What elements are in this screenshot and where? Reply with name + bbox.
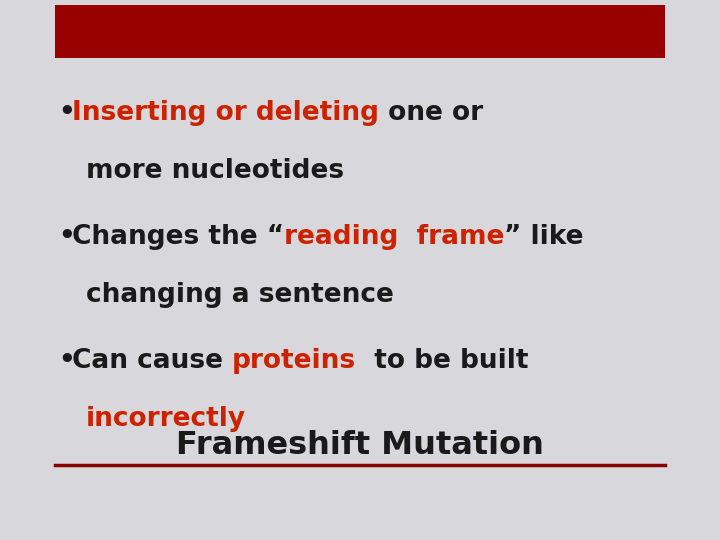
Text: Changes the “: Changes the “: [72, 224, 284, 250]
Text: Can cause: Can cause: [72, 348, 232, 374]
Text: •: •: [58, 224, 75, 250]
Text: to be built: to be built: [356, 348, 528, 374]
Text: changing a sentence: changing a sentence: [86, 282, 394, 308]
Text: Inserting or deleting: Inserting or deleting: [72, 100, 379, 126]
Text: incorrectly: incorrectly: [86, 406, 246, 432]
Bar: [55, 5, 665, 58]
Text: •: •: [58, 348, 75, 374]
Text: reading  frame: reading frame: [284, 224, 505, 250]
Text: proteins: proteins: [232, 348, 356, 374]
Text: more nucleotides: more nucleotides: [86, 158, 344, 184]
Text: ” like: ” like: [505, 224, 584, 250]
Text: one or: one or: [379, 100, 483, 126]
Text: •: •: [58, 100, 75, 126]
Text: Frameshift Mutation: Frameshift Mutation: [176, 430, 544, 461]
